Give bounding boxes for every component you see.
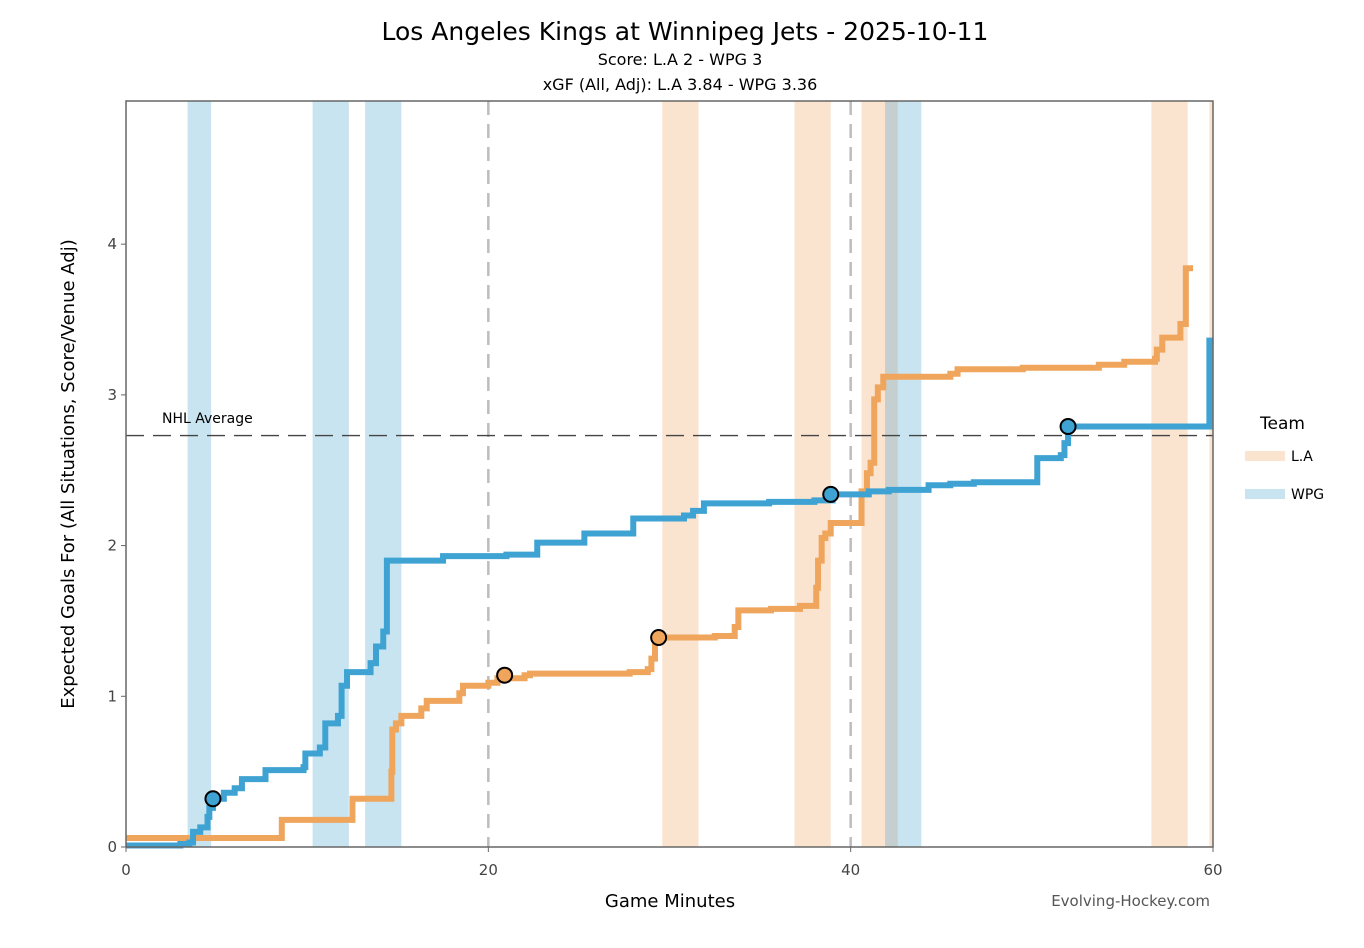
x-axis-label: Game Minutes (605, 891, 735, 912)
power-play-band-la-8 (1209, 101, 1213, 847)
y-tick-label-2: 2 (107, 537, 117, 555)
x-tick-label-60: 60 (1203, 861, 1222, 879)
y-tick-label-1: 1 (107, 687, 117, 705)
legend-swatch-la (1245, 451, 1285, 461)
goal-marker-wpg-0 (204, 790, 222, 808)
y-tick-label-3: 3 (107, 386, 117, 404)
series-line-la (126, 265, 1194, 841)
power-play-band-wpg-0 (187, 101, 212, 847)
reference-lines (126, 101, 1213, 847)
goal-markers (204, 418, 1077, 808)
xgf-subtitle: xGF (All, Adj): L.A 3.84 - WPG 3.36 (543, 75, 818, 94)
y-axis-ticks: 0 1 2 3 4 (107, 235, 126, 856)
x-tick-label-20: 20 (479, 861, 498, 879)
goal-marker-wpg-3 (822, 485, 840, 503)
power-play-band-wpg-1 (312, 101, 349, 847)
power-play-band-la-7 (1151, 101, 1188, 847)
y-axis-label: Expected Goals For (All Situations, Scor… (58, 239, 79, 708)
x-tick-label-40: 40 (841, 861, 860, 879)
plot-frame (125, 100, 1214, 848)
score-subtitle: Score: L.A 2 - WPG 3 (598, 50, 763, 69)
chart-title: Los Angeles Kings at Winnipeg Jets - 202… (382, 17, 989, 46)
power-play-band-la-4 (794, 101, 831, 847)
legend-title: Team (1259, 414, 1305, 434)
goal-marker-wpg-4 (1059, 418, 1077, 436)
legend-label-la: L.A (1291, 449, 1313, 465)
power-play-band-wpg-2 (365, 101, 402, 847)
legend: Team L.A WPG (1245, 414, 1324, 503)
goal-marker-la-2 (650, 629, 668, 647)
source-credit: Evolving-Hockey.com (1051, 892, 1210, 910)
legend-swatch-wpg (1245, 489, 1285, 499)
x-axis-ticks: 0 20 40 60 (121, 847, 1223, 879)
power-play-band-la-3 (662, 101, 699, 847)
power-play-overlap-band (885, 101, 898, 847)
legend-label-wpg: WPG (1291, 487, 1324, 503)
power-play-bands (187, 101, 1213, 847)
nhl-average-label: NHL Average (162, 411, 253, 427)
y-tick-label-0: 0 (107, 838, 117, 856)
y-tick-label-4: 4 (107, 235, 117, 253)
x-tick-label-0: 0 (121, 861, 131, 879)
goal-marker-la-1 (496, 666, 514, 684)
